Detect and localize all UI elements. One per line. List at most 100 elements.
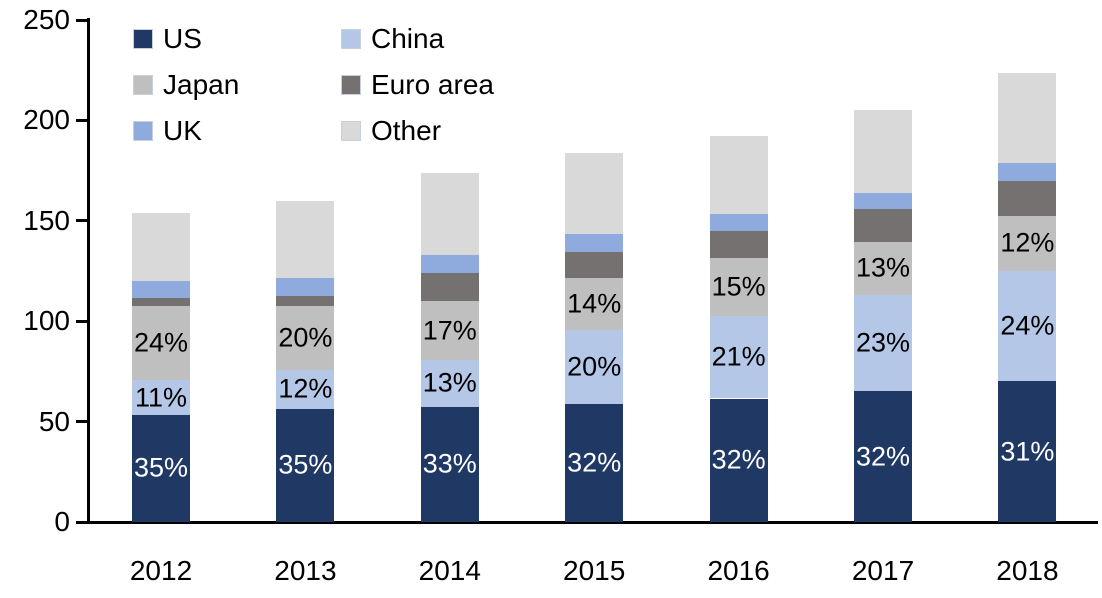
legend-item-japan: Japan (133, 71, 341, 99)
segment-label-japan-2013: 20% (278, 322, 333, 353)
legend-swatch-icon (341, 75, 361, 95)
segment-label-us-2012: 35% (133, 452, 189, 483)
bar-segment-euro-area-2012 (132, 298, 190, 307)
bar-segment-japan-2014 (420, 301, 479, 361)
y-tick-label: 250 (23, 4, 70, 35)
legend-label: Japan (163, 69, 240, 100)
segment-label-japan-2015: 14% (567, 288, 622, 319)
legend-item-euro-area: Euro area (341, 71, 494, 99)
bar-segment-other-2017 (854, 110, 912, 193)
bar-segment-japan-2012 (132, 306, 190, 381)
bar-segment-us-2014 (420, 406, 479, 522)
bar-segment-other-2013 (276, 200, 335, 279)
x-axis-line (87, 521, 1098, 524)
bar-segment-us-2017 (854, 391, 912, 522)
bar-segment-china-2013 (276, 370, 335, 409)
bar-segment-japan-2017 (854, 241, 912, 296)
bar-segment-china-2017 (854, 295, 912, 392)
segment-label-us-2013: 35% (278, 449, 333, 480)
y-tick-label: 100 (23, 305, 70, 337)
segment-label-japan-2016: 15% (711, 271, 766, 302)
bar-segment-uk-2013 (276, 278, 335, 297)
bar-segment-other-2016 (709, 136, 768, 214)
legend-item-china: China (341, 25, 494, 53)
bar-segment-us-2018 (998, 381, 1057, 522)
bar-segment-china-2015 (565, 330, 624, 404)
bar-segment-other-2018 (998, 73, 1057, 163)
x-tick-label-2018: 2018 (996, 555, 1059, 586)
y-tick-label: 200 (23, 104, 70, 136)
bar-segment-other-2012 (132, 212, 190, 282)
bar-segment-uk-2012 (132, 281, 190, 299)
legend-label: US (163, 23, 202, 54)
legend-item-uk: UK (133, 117, 341, 145)
bar-segment-us-2015 (565, 403, 624, 522)
segment-label-china-2015: 20% (567, 351, 622, 382)
bar-segment-china-2012 (132, 380, 190, 415)
y-tick-mark (76, 520, 89, 524)
legend-item-us: US (133, 25, 341, 53)
bar-segment-euro-area-2015 (565, 251, 624, 279)
segment-label-us-2016: 32% (711, 444, 766, 475)
x-tick-label-2016: 2016 (707, 555, 770, 586)
legend-swatch-icon (133, 29, 153, 49)
bar-segment-japan-2016 (709, 257, 768, 317)
segment-label-china-2017: 23% (855, 327, 911, 358)
y-tick-mark (76, 219, 89, 223)
bar-segment-euro-area-2017 (854, 208, 912, 242)
x-tick-label-2013: 2013 (274, 555, 337, 586)
x-tick-label-2017: 2017 (851, 555, 915, 586)
bar-segment-china-2014 (420, 360, 479, 407)
y-tick-label: 150 (23, 204, 70, 236)
segment-label-china-2013: 12% (278, 373, 333, 404)
legend-swatch-icon (133, 75, 153, 95)
bar-segment-us-2016 (709, 398, 768, 522)
y-tick-mark (76, 118, 89, 122)
legend-swatch-icon (341, 29, 361, 49)
segment-label-us-2015: 32% (567, 447, 622, 478)
y-tick-mark (76, 319, 89, 323)
y-tick-label: 50 (38, 405, 70, 437)
segment-label-japan-2018: 12% (1000, 227, 1055, 258)
legend-label: Euro area (371, 69, 494, 100)
bar-segment-us-2012 (132, 414, 190, 522)
legend-label: UK (163, 115, 202, 146)
bar-segment-euro-area-2018 (998, 180, 1057, 216)
segment-label-us-2018: 31% (1000, 436, 1055, 467)
y-tick-label: 0 (54, 506, 70, 537)
bar-segment-uk-2017 (854, 192, 912, 209)
y-tick-mark (76, 420, 89, 424)
bar-segment-euro-area-2016 (709, 230, 768, 258)
bar-segment-japan-2018 (998, 215, 1057, 271)
bar-segment-other-2014 (420, 172, 479, 255)
x-tick-label-2012: 2012 (129, 555, 193, 586)
bar-segment-china-2016 (709, 316, 768, 399)
bar-segment-uk-2016 (709, 213, 768, 231)
x-tick-label-2014: 2014 (418, 555, 481, 586)
legend: US China Japan Euro area UK Other (133, 25, 494, 145)
segment-label-japan-2014: 17% (422, 315, 477, 346)
bar-segment-uk-2014 (420, 254, 479, 273)
bar-segment-china-2018 (998, 271, 1057, 382)
bar-segment-uk-2018 (998, 162, 1057, 181)
segment-label-china-2016: 21% (711, 341, 766, 372)
bar-segment-us-2013 (276, 408, 335, 522)
segment-label-china-2018: 24% (1000, 310, 1055, 341)
bar-segment-other-2015 (565, 152, 624, 234)
legend-swatch-icon (133, 121, 153, 141)
x-tick-label-2015: 2015 (563, 555, 626, 586)
segment-label-us-2017: 32% (855, 441, 911, 472)
segment-label-japan-2012: 24% (133, 327, 189, 358)
y-tick-mark (76, 18, 89, 22)
legend-item-other: Other (341, 117, 494, 145)
bar-segment-euro-area-2013 (276, 296, 335, 307)
segment-label-china-2012: 11% (134, 382, 188, 412)
bar-segment-japan-2015 (565, 278, 624, 331)
legend-label: China (371, 23, 445, 54)
bar-segment-japan-2013 (276, 306, 335, 371)
y-axis-line (87, 18, 90, 524)
legend-label: Other (371, 115, 442, 146)
segment-label-china-2014: 13% (422, 367, 477, 398)
legend-swatch-icon (341, 121, 361, 141)
